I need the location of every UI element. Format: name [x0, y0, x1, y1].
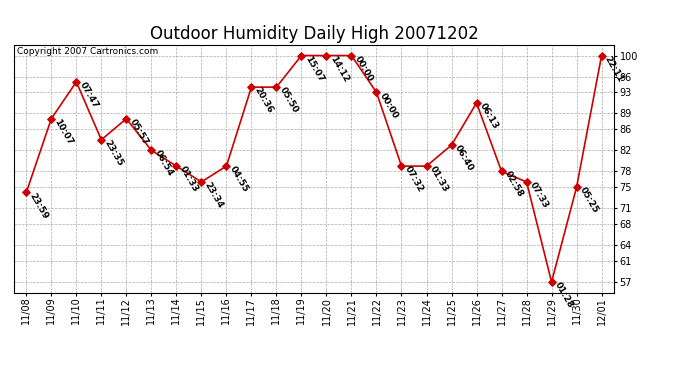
- Text: 20:36: 20:36: [253, 86, 275, 115]
- Text: 00:00: 00:00: [353, 54, 375, 83]
- Text: 02:58: 02:58: [503, 170, 525, 199]
- Text: 00:00: 00:00: [378, 91, 400, 120]
- Point: [571, 184, 582, 190]
- Point: [96, 137, 107, 143]
- Text: 07:33: 07:33: [528, 180, 550, 210]
- Point: [321, 53, 332, 58]
- Point: [221, 163, 232, 169]
- Point: [396, 163, 407, 169]
- Text: 06:54: 06:54: [152, 149, 175, 178]
- Text: 05:25: 05:25: [578, 186, 600, 215]
- Point: [596, 53, 607, 58]
- Point: [546, 279, 557, 285]
- Point: [446, 142, 457, 148]
- Point: [21, 189, 32, 195]
- Point: [296, 53, 307, 58]
- Point: [171, 163, 182, 169]
- Text: 01:28: 01:28: [553, 280, 575, 310]
- Text: 05:50: 05:50: [278, 86, 299, 115]
- Point: [421, 163, 432, 169]
- Text: 15:07: 15:07: [303, 54, 325, 83]
- Point: [246, 84, 257, 90]
- Text: 10:07: 10:07: [52, 117, 75, 147]
- Point: [471, 100, 482, 106]
- Point: [146, 147, 157, 153]
- Text: 23:59: 23:59: [28, 191, 50, 220]
- Point: [121, 116, 132, 122]
- Text: 23:35: 23:35: [103, 138, 125, 168]
- Text: 22:11: 22:11: [603, 54, 625, 83]
- Text: 07:47: 07:47: [78, 81, 100, 110]
- Text: Copyright 2007 Cartronics.com: Copyright 2007 Cartronics.com: [17, 48, 158, 57]
- Text: 07:32: 07:32: [403, 165, 425, 194]
- Point: [196, 179, 207, 185]
- Text: 05:57: 05:57: [128, 117, 150, 147]
- Point: [521, 179, 532, 185]
- Text: 01:33: 01:33: [178, 165, 200, 194]
- Point: [496, 168, 507, 174]
- Text: 14:12: 14:12: [328, 54, 350, 84]
- Title: Outdoor Humidity Daily High 20071202: Outdoor Humidity Daily High 20071202: [150, 26, 478, 44]
- Text: 23:34: 23:34: [203, 180, 225, 210]
- Text: 06:40: 06:40: [453, 144, 475, 173]
- Point: [46, 116, 57, 122]
- Text: 04:55: 04:55: [228, 165, 250, 194]
- Point: [371, 89, 382, 95]
- Point: [71, 79, 82, 85]
- Point: [346, 53, 357, 58]
- Text: 06:13: 06:13: [478, 102, 500, 131]
- Text: 01:33: 01:33: [428, 165, 450, 194]
- Point: [271, 84, 282, 90]
